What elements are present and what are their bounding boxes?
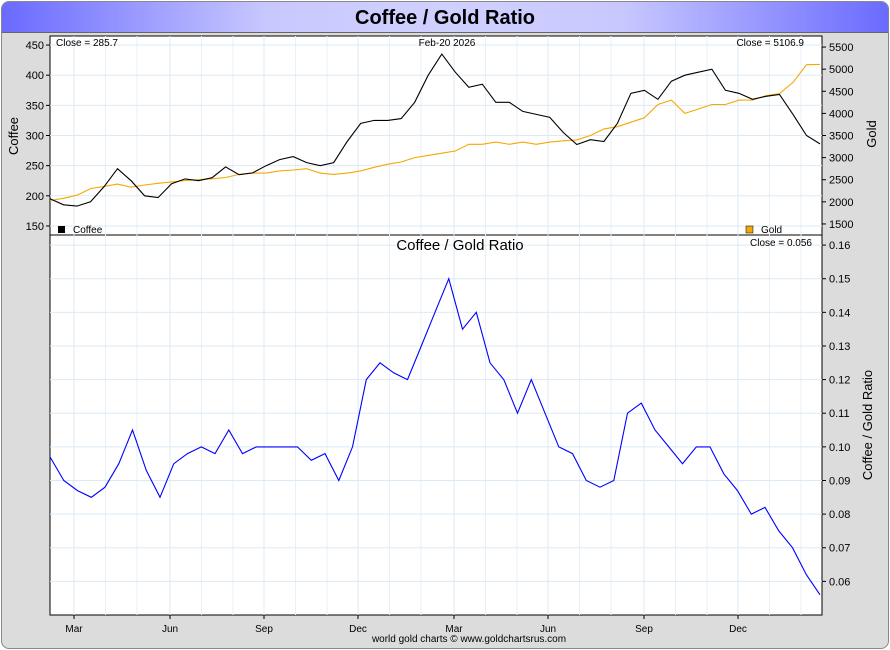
x-tick-label: Dec <box>729 624 747 635</box>
gold-tick-label: 4000 <box>829 108 853 120</box>
coffee-tick-label: 250 <box>26 161 44 173</box>
x-tick-label: Jun <box>162 624 178 635</box>
ratio-tick-label: 0.08 <box>829 509 850 521</box>
x-tick-label: Dec <box>349 624 367 635</box>
coffee-close-label: Close = 285.7 <box>56 38 118 49</box>
ratio-tick-label: 0.13 <box>829 341 850 353</box>
gold-tick-label: 2500 <box>829 175 853 187</box>
gold-tick-label: 3500 <box>829 131 853 143</box>
gold-tick-label: 5000 <box>829 64 853 76</box>
ratio-tick-label: 0.06 <box>829 576 850 588</box>
gold-tick-label: 4500 <box>829 86 853 98</box>
coffee-tick-label: 450 <box>26 40 44 52</box>
ratio-panel-title: Coffee / Gold Ratio <box>396 237 523 254</box>
ratio-tick-label: 0.16 <box>829 240 850 252</box>
x-tick-label: Jun <box>540 624 556 635</box>
ratio-tick-label: 0.09 <box>829 475 850 487</box>
coffee-tick-label: 200 <box>26 191 44 203</box>
gold-legend-swatch <box>745 225 754 234</box>
gold-legend-label: Gold <box>761 225 782 236</box>
coffee-legend-swatch <box>58 226 65 233</box>
ratio-tick-label: 0.07 <box>829 543 850 555</box>
coffee-tick-label: 400 <box>26 70 44 82</box>
gold-close-label: Close = 5106.9 <box>736 38 804 49</box>
coffee-tick-label: 300 <box>26 131 44 143</box>
x-tick-label: Sep <box>635 624 653 635</box>
ratio-tick-label: 0.14 <box>829 307 850 319</box>
coffee-tick-label: 350 <box>26 100 44 112</box>
ratio-line <box>49 276 821 596</box>
coffee-axis-label: Coffee <box>6 117 21 155</box>
x-tick-label: Mar <box>65 624 83 635</box>
coffee-legend-label: Coffee <box>73 225 103 236</box>
gold-tick-label: 5500 <box>829 42 853 54</box>
x-tick-label: Sep <box>255 624 273 635</box>
gold-axis-label: Gold <box>864 120 879 147</box>
coffee-line <box>49 53 821 207</box>
footer-credit: world gold charts © www.goldchartsrus.co… <box>371 634 566 645</box>
ratio-tick-label: 0.10 <box>829 442 850 454</box>
ratio-panel <box>49 234 823 616</box>
ratio-axis-label: Coffee / Gold Ratio <box>860 370 875 480</box>
ratio-tick-label: 0.11 <box>829 408 850 420</box>
chart-title: Coffee / Gold Ratio <box>2 2 888 33</box>
ratio-tick-label: 0.12 <box>829 375 850 387</box>
date-label: Feb-20 2026 <box>419 38 476 49</box>
gold-tick-label: 2000 <box>829 197 853 209</box>
gold-tick-label: 1500 <box>829 219 853 231</box>
coffee-tick-label: 150 <box>26 221 44 233</box>
gold-tick-label: 3000 <box>829 153 853 165</box>
ratio-close-label: Close = 0.056 <box>750 238 812 249</box>
ratio-tick-label: 0.15 <box>829 274 850 286</box>
x-tick-label: Mar <box>445 624 463 635</box>
